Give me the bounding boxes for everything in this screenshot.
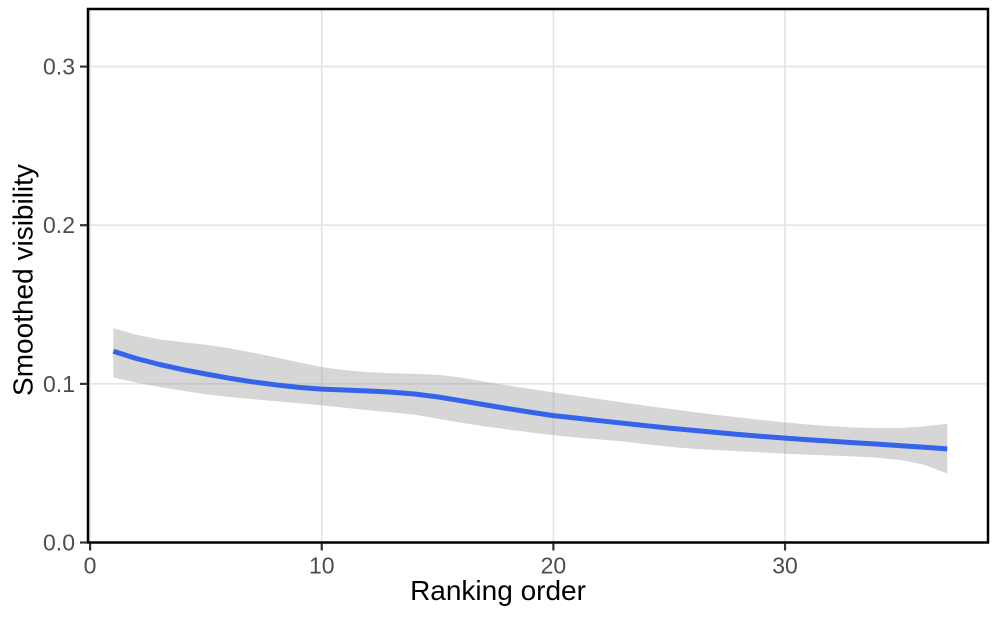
x-tick-label: 20 <box>541 553 567 579</box>
y-tick-label: 0.1 <box>43 371 75 397</box>
x-tick-label: 30 <box>772 553 798 579</box>
y-tick-label: 0.2 <box>43 212 75 238</box>
smoothed-line <box>112 348 948 452</box>
y-tick-label: 0.0 <box>43 530 75 556</box>
x-tick-label: 10 <box>309 553 335 579</box>
panel-border <box>86 7 990 544</box>
gridlines <box>88 9 988 543</box>
y-tick-label: 0.3 <box>43 54 75 80</box>
x-tick-label: 0 <box>84 553 97 579</box>
plot-panel <box>88 9 988 543</box>
y-axis-title: Smoothed visibility <box>7 164 39 396</box>
axis-ticks <box>80 65 787 551</box>
confidence-ribbon <box>113 328 948 474</box>
tick-labels: 0 10 20 30 0.0 0.1 0.2 0.3 <box>43 54 798 579</box>
x-axis-title: Ranking order <box>410 575 586 606</box>
